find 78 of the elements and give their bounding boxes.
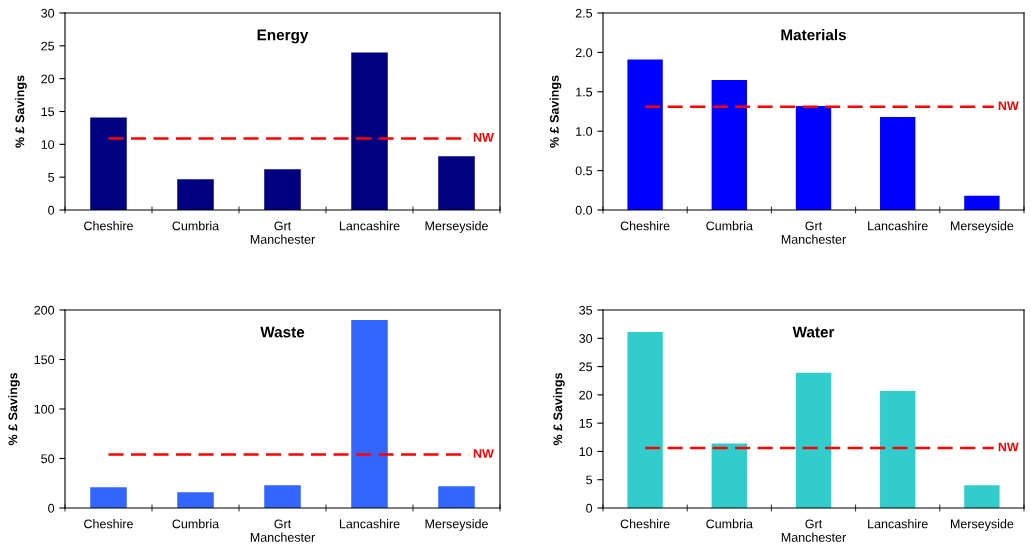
y-tick-label: 10 [41,140,55,149]
bar [964,485,1000,508]
bar [711,443,747,508]
text: Water [792,326,835,338]
x-tick-label: Cheshire [620,519,670,529]
bar [351,52,388,210]
y-tick-label: 200 [34,305,55,315]
y-tick-label: 0 [48,205,55,215]
y-tick-label: 0 [48,503,55,513]
x-tick-label: Cheshire [84,519,133,529]
x-tick-label: Cumbria [706,221,753,231]
bar [438,486,475,508]
bar [177,492,214,508]
bar [627,59,663,210]
x-tick-label: Grt Manchester [250,221,315,244]
x-tick-label: Merseyside [425,519,488,531]
y-tick-label: 2.0 [575,48,593,58]
y-tick-label: 50 [41,454,55,464]
y-tick-label: 150 [34,355,55,365]
bar [264,169,301,210]
y-tick-label: 5 [586,475,593,485]
y-axis-title: % £ Savings [8,373,20,446]
x-tick-label: Lancashire [868,221,928,231]
y-tick-label: 15 [41,107,55,117]
y-tick-label: 5 [48,173,55,182]
text: Waste [260,326,305,338]
x-tick-label: Cumbria [172,519,220,529]
y-tick-label: 30 [41,8,55,18]
bar [795,105,832,210]
y-axis-title: % £ Savings [15,75,27,148]
x-tick-label: Merseyside [950,519,1014,531]
y-tick-label: 25 [41,41,55,51]
x-tick-label: Cheshire [620,221,670,231]
bar [90,117,127,210]
y-tick-label: 1.0 [576,127,593,136]
ref-line-label: NW [998,442,1019,452]
ref-line-label: NW [473,133,494,142]
x-tick-label: Grt Manchester [781,221,846,244]
x-tick-label: Merseyside [425,221,488,233]
y-tick-label: 1.5 [576,87,593,97]
ref-line-label: NW [473,449,494,458]
y-axis-title: % £ Savings [553,373,565,446]
y-tick-label: 30 [579,334,593,343]
bar [438,156,475,210]
text: Energy [257,29,309,44]
x-tick-label: Cumbria [706,519,753,529]
x-tick-label: Lancashire [868,519,928,529]
y-tick-label: 2.5 [575,8,593,18]
x-tick-label: Merseyside [950,221,1014,233]
bar [90,487,127,508]
x-tick-label: Cumbria [172,221,220,231]
y-tick-label: 35 [579,305,593,315]
bar [351,319,388,508]
bar [795,372,832,508]
y-tick-label: 0.5 [575,166,593,176]
x-tick-label: Grt Manchester [250,519,315,542]
y-tick-label: 20 [41,74,55,84]
y-tick-label: 0.0 [575,205,593,215]
bar [711,79,747,210]
y-axis-title: % £ Savings [549,75,562,148]
bar [880,390,916,508]
x-tick-label: Cheshire [84,221,133,231]
y-tick-label: 0 [586,503,593,513]
y-tick-label: 25 [579,362,593,372]
bar [880,117,916,210]
bar [264,485,301,508]
y-tick-label: 20 [579,390,593,400]
ref-line-label: NW [998,101,1019,110]
bar [964,195,1000,210]
x-tick-label: Lancashire [339,519,400,529]
y-tick-label: 100 [34,404,55,414]
text: Materials [781,29,846,41]
x-tick-label: Grt Manchester [781,519,846,542]
bar [177,179,214,210]
x-tick-label: Lancashire [339,221,400,231]
bar [627,332,663,508]
y-tick-label: 15 [579,419,593,428]
y-tick-label: 10 [579,447,593,457]
